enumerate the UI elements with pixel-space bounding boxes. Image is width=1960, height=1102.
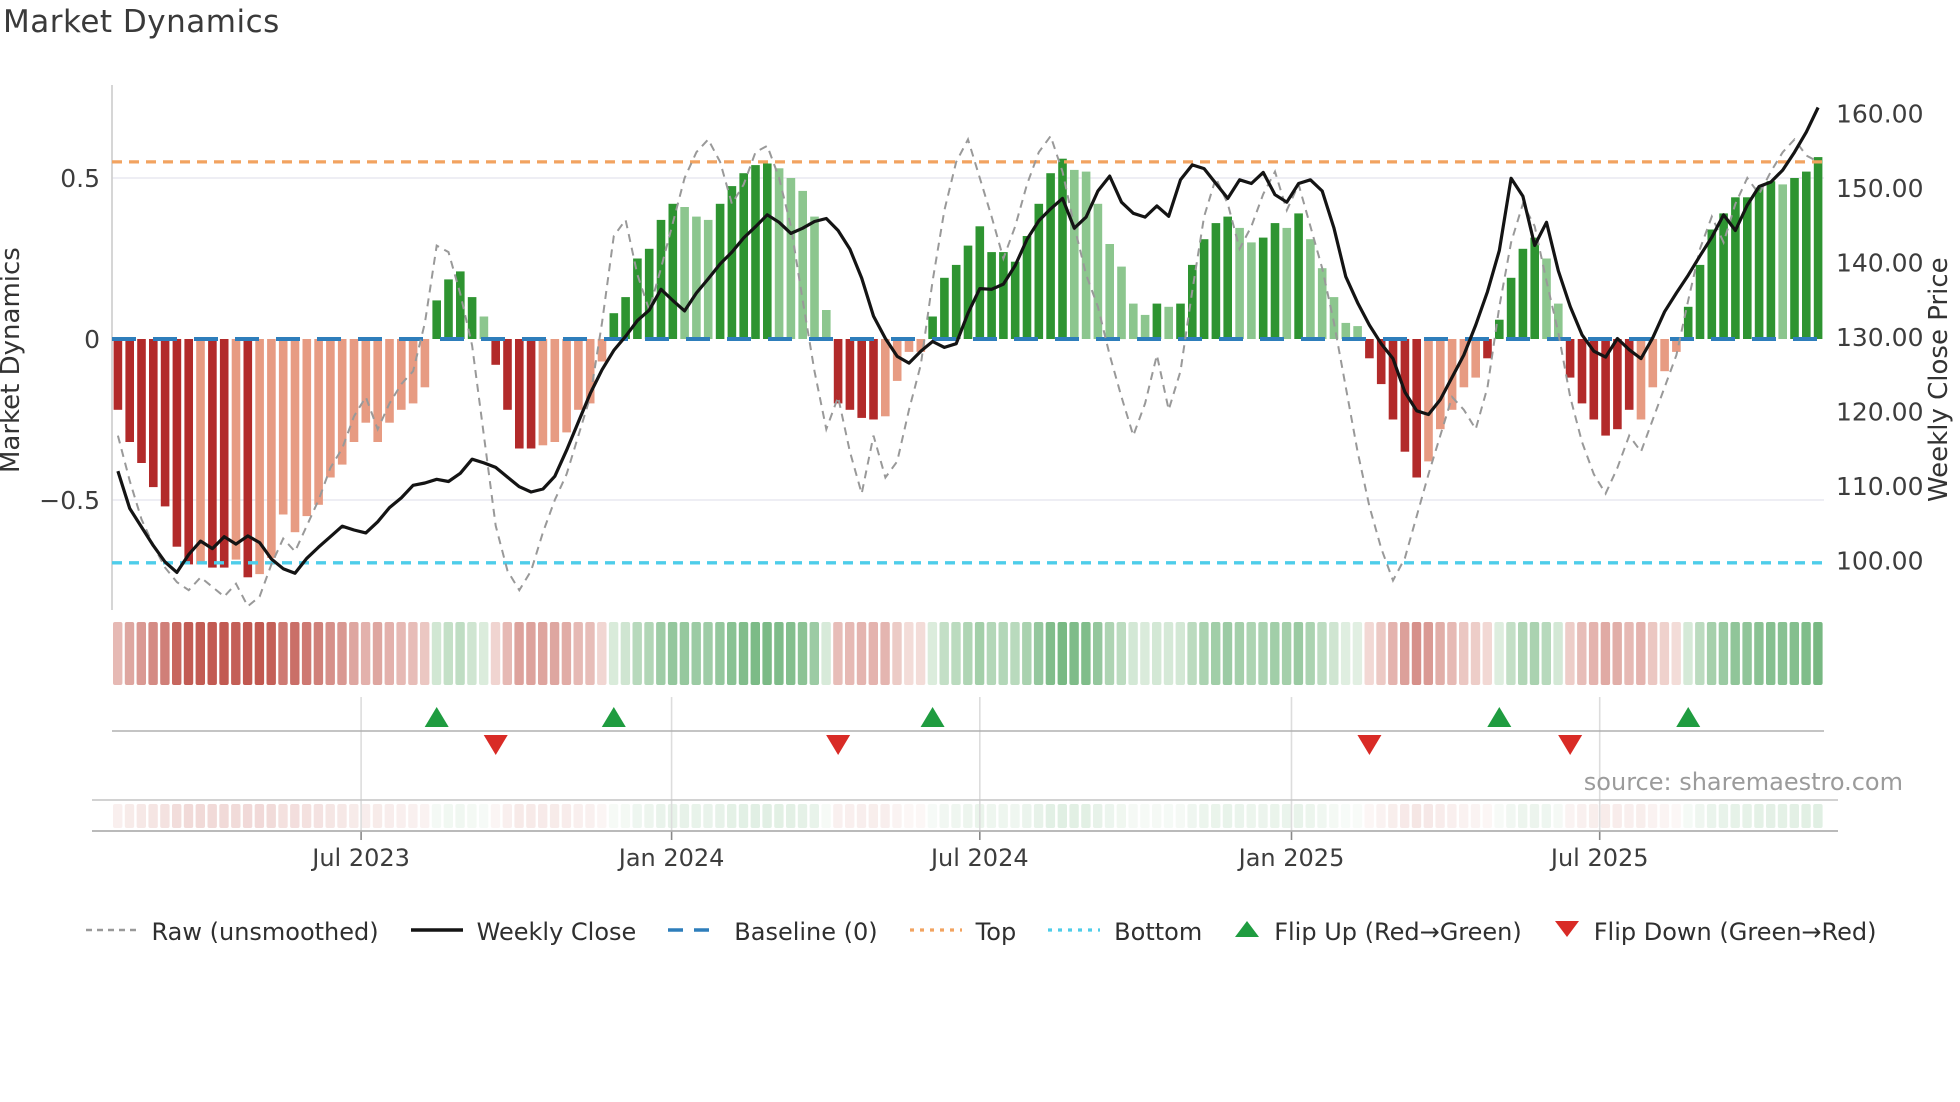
page-title: Market Dynamics xyxy=(3,4,280,40)
svg-text:−0.5: −0.5 xyxy=(39,486,100,515)
faint-heatmap-strip xyxy=(113,804,1823,828)
legend-item-bottom: Bottom xyxy=(1046,918,1202,946)
svg-text:Jul 2023: Jul 2023 xyxy=(310,844,410,872)
legend-item-top: Top xyxy=(908,918,1017,946)
svg-text:150.00: 150.00 xyxy=(1836,174,1923,203)
flip-up-marker xyxy=(424,707,449,727)
legend-item-baseline: Baseline (0) xyxy=(666,918,878,946)
flip-down-marker xyxy=(1558,735,1583,755)
oscillator-bars xyxy=(113,157,1823,578)
source-attribution: source: sharemaestro.com xyxy=(1583,768,1903,796)
right-axis-label: Weekly Close Price xyxy=(1924,257,1954,503)
legend-label: Top xyxy=(975,918,1017,946)
flip-down-triangle-icon xyxy=(1552,918,1582,946)
chart-legend: Raw (unsmoothed) Weekly Close Baseline (… xyxy=(0,918,1960,946)
legend-label: Raw (unsmoothed) xyxy=(151,918,379,946)
flip-up-triangle-icon xyxy=(1232,918,1262,946)
weekly-close-line xyxy=(116,106,1820,575)
svg-text:130.00: 130.00 xyxy=(1836,323,1923,352)
legend-item-raw: Raw (unsmoothed) xyxy=(84,918,379,946)
legend-item-flip-down: Flip Down (Green→Red) xyxy=(1552,918,1877,946)
flip-up-marker xyxy=(601,707,626,727)
raw-line-icon xyxy=(84,918,140,946)
flip-up-marker xyxy=(1676,707,1701,727)
flip-up-marker xyxy=(1487,707,1512,727)
flip-down-marker xyxy=(483,735,508,755)
legend-label: Baseline (0) xyxy=(734,918,878,946)
svg-text:Jan 2024: Jan 2024 xyxy=(617,844,725,872)
legend-label: Flip Down (Green→Red) xyxy=(1593,918,1877,946)
flip-down-marker xyxy=(1357,735,1382,755)
baseline-dash-icon xyxy=(666,918,722,946)
svg-text:Jul 2024: Jul 2024 xyxy=(929,844,1029,872)
svg-text:Jul 2025: Jul 2025 xyxy=(1549,844,1649,872)
legend-item-weekly-close: Weekly Close xyxy=(409,918,637,946)
bottom-dot-icon xyxy=(1046,918,1102,946)
legend-label: Weekly Close xyxy=(476,918,637,946)
svg-text:0: 0 xyxy=(84,325,100,354)
raw-line xyxy=(116,133,1819,608)
top-dot-icon xyxy=(908,918,964,946)
close-line-icon xyxy=(409,918,465,946)
flip-markers xyxy=(424,707,1701,755)
legend-label: Flip Up (Red→Green) xyxy=(1274,918,1522,946)
svg-text:120.00: 120.00 xyxy=(1836,398,1923,427)
left-axis-label: Market Dynamics xyxy=(0,247,26,473)
svg-text:0.5: 0.5 xyxy=(60,164,100,193)
svg-text:100.00: 100.00 xyxy=(1836,547,1923,576)
flip-up-marker xyxy=(920,707,945,727)
legend-label: Bottom xyxy=(1114,918,1203,946)
svg-text:Jan 2025: Jan 2025 xyxy=(1237,844,1345,872)
heatmap-strip xyxy=(113,622,1823,685)
flip-down-marker xyxy=(826,735,851,755)
legend-item-flip-up: Flip Up (Red→Green) xyxy=(1232,918,1522,946)
svg-text:140.00: 140.00 xyxy=(1836,249,1923,278)
svg-text:110.00: 110.00 xyxy=(1836,472,1923,501)
svg-text:160.00: 160.00 xyxy=(1836,100,1923,129)
